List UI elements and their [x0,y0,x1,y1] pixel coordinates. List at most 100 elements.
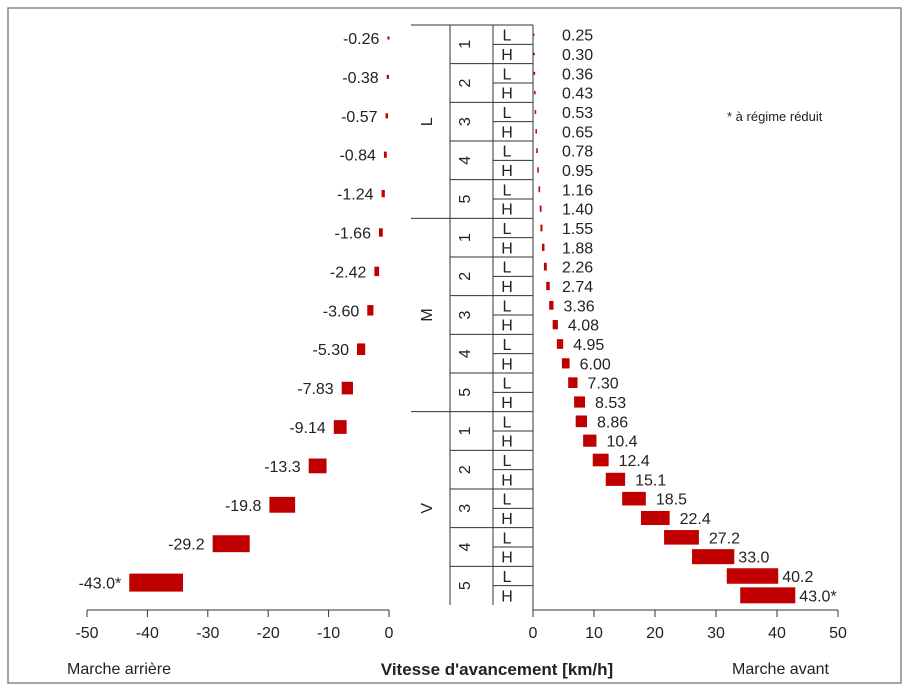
forward-value-label: 4.95 [573,337,604,354]
reverse-bar [381,189,385,198]
reverse-value-label: -0.84 [339,148,376,165]
reverse-tick-label: -50 [75,625,98,642]
forward-value-label: 1.16 [562,182,593,199]
reverse-value-label: -13.3 [264,459,301,476]
reverse-panel: -50 -40 -30 -20 -10 0 -0.26 -0.38 -0.57 -0.84 -1.2… [75,31,393,642]
forward-bar [574,396,586,408]
forward-value-label: 7.30 [588,376,619,393]
forward-bar [536,148,538,154]
split-label: L [503,376,512,393]
gear-label: 5 [457,194,474,203]
reverse-value-label: -43.0* [79,576,122,593]
forward-value-label: 12.4 [619,453,650,470]
forward-bar [540,224,543,232]
forward-bar [546,281,550,291]
reverse-bar [374,266,380,277]
forward-bar [533,52,535,56]
forward-bar [537,167,539,173]
reverse-value-label: -5.30 [313,342,350,359]
range-label: M [419,308,436,321]
reverse-value-label: -2.42 [330,264,367,281]
split-label: L [503,298,512,315]
reverse-value-label: -19.8 [225,498,262,515]
forward-value-label: 15.1 [635,472,666,489]
forward-bar [539,205,542,212]
split-label: H [501,124,513,141]
split-label: H [501,356,513,373]
reverse-bar [383,151,387,158]
split-label: H [501,279,513,296]
forward-value-label: 0.65 [562,124,593,141]
split-label: L [503,221,512,238]
forward-bar [561,358,570,369]
forward-value-label: 0.25 [562,28,593,45]
split-label: H [501,472,513,489]
forward-bar [740,587,796,604]
forward-value-label: 0.78 [562,144,593,161]
split-label: H [501,163,513,180]
split-label: L [503,66,512,83]
forward-value-label: 3.36 [563,298,594,315]
reverse-value-label: -1.66 [335,226,372,243]
reverse-value-label: -0.26 [343,31,380,48]
reverse-value-label: -9.14 [289,420,326,437]
split-label: H [501,202,513,219]
split-label: L [503,28,512,45]
forward-bar [664,530,699,545]
forward-bar [549,300,554,310]
forward-value-label: 18.5 [656,492,687,509]
split-label: H [501,434,513,451]
gear-label: 5 [457,388,474,397]
gear-label: 4 [457,542,474,551]
forward-bar [592,453,609,467]
reverse-tick-label: -20 [257,625,280,642]
reverse-bar [129,573,184,592]
reverse-bar [385,113,389,119]
forward-bar [542,243,545,251]
reverse-bar [367,305,374,316]
reverse-tick-label: -30 [196,625,219,642]
gear-label: 4 [457,156,474,165]
forward-panel: 0 10 20 30 40 50 0.25 0.30 0.36 0.43 0.53 0.65 0.78 0… [529,25,847,642]
gear-label: 3 [457,504,474,513]
split-label: H [501,240,513,257]
split-label: L [503,492,512,509]
forward-tick-label: 10 [585,625,603,642]
forward-value-label: 2.26 [562,260,593,277]
forward-tick-label: 30 [707,625,725,642]
forward-value-label: 0.53 [562,105,593,122]
reverse-value-label: -0.38 [342,70,379,87]
reverse-tick-label: -40 [136,625,159,642]
reverse-bar [386,74,389,79]
range-label: V [419,503,436,514]
footnote-reduced-rpm: * à régime réduit [727,109,823,124]
forward-value-label: 33.0 [738,550,769,567]
forward-value-label: 0.95 [562,163,593,180]
forward-value-label: 1.55 [562,221,593,238]
reverse-tick-label: -10 [317,625,340,642]
forward-label: Marche avant [732,661,829,678]
forward-value-label: 43.0* [799,588,836,605]
reverse-value-label: -0.57 [341,109,378,126]
forward-bar [622,491,646,506]
forward-value-label: 0.43 [562,86,593,103]
forward-bar [605,472,626,486]
split-label: H [501,550,513,567]
gear-label: 1 [457,233,474,242]
forward-value-label: 27.2 [709,530,740,547]
forward-value-label: 2.74 [562,279,593,296]
reverse-bar [269,496,296,513]
forward-bar [726,568,779,584]
forward-bar [538,186,541,193]
reverse-label: Marche arrière [67,661,171,678]
gear-label: 2 [457,465,474,474]
split-label: L [503,182,512,199]
chart-title: Vitesse d'avancement [km/h] [381,660,613,679]
forward-value-label: 1.40 [562,202,593,219]
split-label: L [503,414,512,431]
gear-label: 2 [457,78,474,87]
split-label: H [501,588,513,605]
forward-value-label: 6.00 [580,356,611,373]
